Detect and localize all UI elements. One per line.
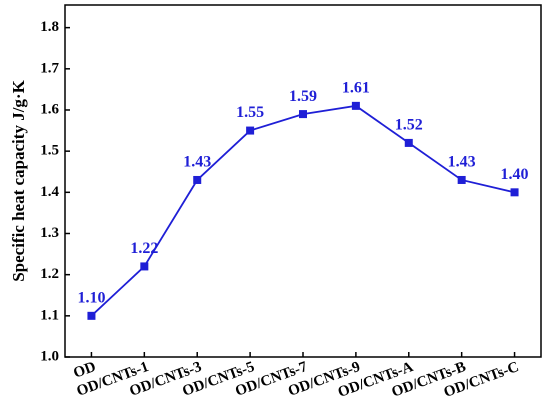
value-label: 1.61 — [342, 80, 370, 97]
y-tick-label: 1.7 — [40, 60, 59, 76]
marker — [351, 101, 360, 110]
x-tick-label: OD — [71, 359, 98, 382]
value-label: 1.22 — [130, 240, 158, 257]
marker — [457, 175, 466, 184]
y-tick-label: 1.0 — [40, 348, 59, 364]
value-label: 1.52 — [395, 117, 423, 134]
value-label: 1.55 — [236, 104, 264, 121]
y-tick-label: 1.3 — [40, 225, 59, 241]
value-label: 1.10 — [77, 290, 105, 307]
value-label: 1.43 — [448, 154, 476, 171]
marker — [246, 126, 255, 135]
value-label: 1.40 — [501, 166, 529, 183]
y-tick-label: 1.8 — [40, 19, 59, 35]
y-tick-label: 1.2 — [40, 266, 59, 282]
y-axis-label: Specific heat capacity J/g·K — [9, 79, 28, 281]
value-label: 1.59 — [289, 88, 317, 105]
y-tick-label: 1.4 — [40, 184, 59, 200]
value-label: 1.43 — [183, 154, 211, 171]
y-tick-label: 1.6 — [40, 101, 59, 117]
marker — [87, 311, 96, 320]
marker — [193, 175, 202, 184]
marker — [404, 138, 413, 147]
marker — [510, 188, 519, 197]
y-tick-label: 1.1 — [40, 307, 59, 323]
y-tick-label: 1.5 — [40, 143, 59, 159]
line — [90, 104, 515, 317]
marker — [299, 110, 307, 119]
marker — [140, 262, 149, 271]
